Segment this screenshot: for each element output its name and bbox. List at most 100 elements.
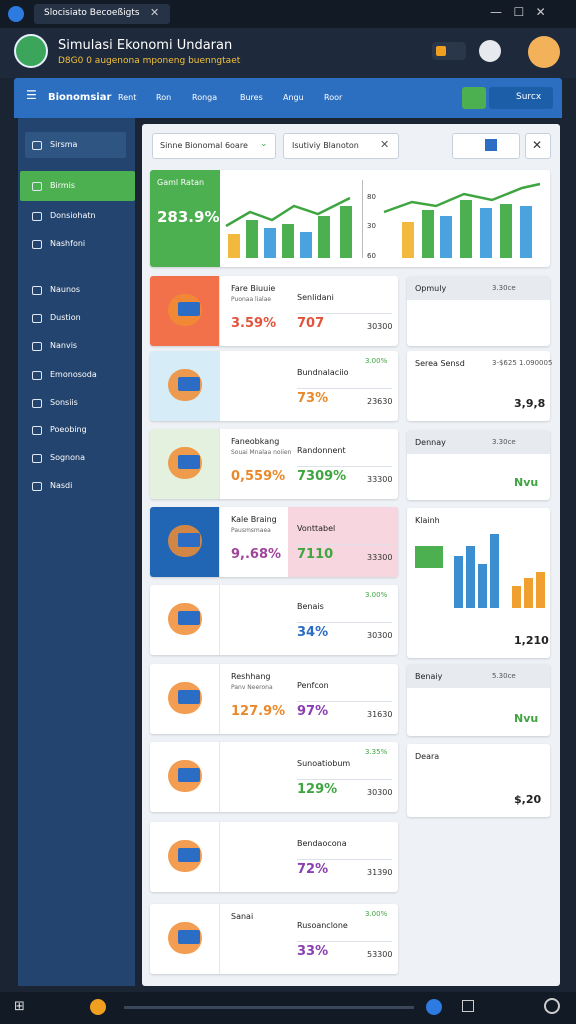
divider bbox=[297, 466, 392, 467]
card-title: Kale Braing bbox=[231, 515, 277, 524]
taskbar-app[interactable] bbox=[90, 999, 106, 1015]
nav-item[interactable]: Rent bbox=[118, 93, 137, 102]
icon-accent bbox=[178, 611, 200, 625]
side-card-tag: 5.30ce bbox=[492, 672, 516, 680]
icon-accent bbox=[178, 377, 200, 391]
side-chart-bar bbox=[466, 546, 475, 608]
card-value: 3.59% bbox=[231, 316, 277, 331]
hero-label: Gaml Ratan bbox=[157, 178, 205, 187]
card-value-secondary: 7309% bbox=[297, 469, 347, 484]
tab[interactable] bbox=[34, 4, 170, 24]
sidebar-item[interactable]: Sognona bbox=[50, 453, 85, 462]
back-button[interactable] bbox=[8, 6, 24, 22]
taskbar-app[interactable] bbox=[544, 998, 560, 1014]
card-title: Fare Biuuie bbox=[231, 284, 276, 293]
app-subtitle: D8G0 0 augenona mponeng buenngtaet bbox=[58, 56, 241, 66]
search-clear[interactable]: ✕ bbox=[380, 138, 390, 151]
home-icon[interactable]: ☰ bbox=[26, 88, 37, 102]
sidebar-item[interactable]: Nanvis bbox=[50, 341, 78, 350]
window-controls[interactable]: — ☐ ✕ bbox=[490, 5, 546, 19]
close-button[interactable] bbox=[525, 133, 551, 159]
progress-track bbox=[124, 1006, 414, 1009]
side-card-header bbox=[407, 276, 550, 300]
card-title: Faneobkang bbox=[231, 437, 280, 446]
side-card-title: Deara bbox=[415, 752, 440, 761]
hero-badge bbox=[150, 170, 220, 267]
app-title: Simulasi Ekonomi Undaran bbox=[58, 38, 233, 53]
sidebar-item[interactable]: Naunos bbox=[50, 285, 81, 294]
sidebar-item[interactable]: Nasdi bbox=[50, 481, 73, 490]
card-small: 33300 bbox=[367, 553, 393, 562]
start-button[interactable]: ⊞ bbox=[14, 999, 25, 1014]
hero-value: 283.9% bbox=[157, 208, 220, 226]
nav-item[interactable]: Angu bbox=[283, 93, 304, 102]
sidebar-item[interactable]: Poeobing bbox=[50, 425, 87, 434]
sidebar-icon bbox=[32, 371, 42, 380]
side-card-header bbox=[407, 430, 550, 454]
notification-icon bbox=[436, 46, 446, 56]
card-highlight bbox=[288, 507, 398, 577]
icon-accent bbox=[178, 690, 200, 704]
card-value-secondary: 72% bbox=[297, 862, 329, 877]
user-avatar[interactable] bbox=[528, 36, 560, 68]
search-box[interactable] bbox=[283, 133, 399, 159]
icon-accent bbox=[178, 533, 200, 547]
side-chart-bar bbox=[490, 534, 499, 608]
icon-accent bbox=[178, 302, 200, 316]
filter-select[interactable] bbox=[152, 133, 276, 159]
sidebar-icon bbox=[32, 454, 42, 463]
side-card-title: Klainh bbox=[415, 516, 440, 525]
divider bbox=[297, 544, 392, 545]
nav-brand[interactable]: Bionomsiar bbox=[48, 92, 112, 103]
card-small: 30300 bbox=[367, 631, 393, 640]
nav-item[interactable]: Ronga bbox=[192, 93, 218, 102]
side-card bbox=[407, 351, 550, 421]
status-icon[interactable] bbox=[479, 40, 501, 62]
side-card-title: Benaiy bbox=[415, 672, 443, 681]
sidebar-active[interactable] bbox=[20, 171, 135, 201]
card-small: 33300 bbox=[367, 475, 393, 484]
side-chart-bar bbox=[478, 564, 487, 608]
filter-select-label: Sinne Bionomal 6oare bbox=[160, 141, 248, 150]
nav-item[interactable]: Roor bbox=[324, 93, 343, 102]
sidebar-item[interactable]: Donsiohatn bbox=[50, 211, 96, 220]
divider bbox=[297, 779, 392, 780]
hero-axis-label: 30 bbox=[367, 222, 376, 230]
taskbar-app[interactable] bbox=[462, 1000, 474, 1012]
card-value: 127.9% bbox=[231, 704, 286, 719]
card-value-secondary: 33% bbox=[297, 944, 329, 959]
card-tag: 3.00% bbox=[365, 910, 388, 918]
tab-close[interactable]: ✕ bbox=[150, 6, 160, 19]
filter-caret: ⌄ bbox=[260, 139, 268, 149]
add-button[interactable] bbox=[462, 87, 486, 109]
card-value-secondary: 34% bbox=[297, 625, 329, 640]
taskbar-app[interactable] bbox=[426, 999, 442, 1015]
card-title-secondary: Bendaocona bbox=[297, 839, 347, 848]
app-logo bbox=[14, 34, 48, 68]
sidebar-item[interactable]: Sonsiis bbox=[50, 398, 78, 407]
nav-item[interactable]: Bures bbox=[240, 93, 263, 102]
settings-label: Surcx bbox=[516, 92, 542, 102]
side-card-title: Serea Sensd bbox=[415, 359, 465, 368]
card-title: Sanai bbox=[231, 912, 254, 921]
sidebar-icon bbox=[32, 482, 42, 491]
card-title-secondary: Bundnalaciio bbox=[297, 368, 349, 377]
side-card-tag: 3.30ce bbox=[492, 284, 516, 292]
sidebar-item[interactable]: Sirsma bbox=[50, 140, 78, 149]
sidebar-item[interactable]: Emonosoda bbox=[50, 370, 97, 379]
divider bbox=[297, 859, 392, 860]
sidebar-item[interactable]: Birmis bbox=[50, 181, 76, 190]
divider bbox=[297, 388, 392, 389]
sidebar-item[interactable]: Dustion bbox=[50, 313, 81, 322]
icon-accent bbox=[178, 768, 200, 782]
card-small: 31390 bbox=[367, 868, 393, 877]
side-card-tag: 3-$625 1.090005 bbox=[492, 359, 553, 367]
settings-button[interactable] bbox=[489, 87, 553, 109]
nav-item[interactable]: Ron bbox=[156, 93, 172, 102]
divider bbox=[297, 622, 392, 623]
card-title-secondary: Rusoanclone bbox=[297, 921, 348, 930]
card-title-secondary: Senlidani bbox=[297, 293, 334, 302]
card-value: 0,559% bbox=[231, 469, 286, 484]
sidebar-item[interactable]: Nashfoni bbox=[50, 239, 86, 248]
icon-accent bbox=[178, 930, 200, 944]
